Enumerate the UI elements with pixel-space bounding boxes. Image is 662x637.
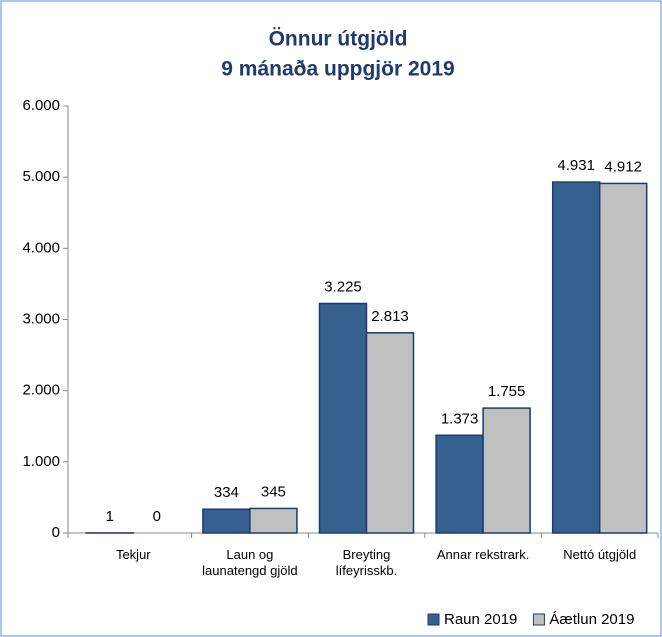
bar [249,507,298,534]
value-label: 345 [261,483,286,500]
value-label: 0 [153,508,161,525]
x-tick-label: Tekjur [115,547,151,562]
y-tick-label: 1.000 [22,453,60,470]
bar [318,302,368,534]
bar [365,332,415,534]
y-tick-label: 0 [52,524,60,541]
y-tick-label: 5.000 [22,168,60,185]
legend-swatch [427,613,440,626]
value-label: 2.813 [371,308,409,325]
chart-title: Önnur útgjöld [269,28,408,51]
bar [202,508,251,534]
x-tick-label: Nettó útgjöld [563,547,637,562]
legend-label: Áætlun 2019 [549,611,634,628]
y-tick-label: 2.000 [22,382,60,399]
x-tick-label: Breyting lífeyrisskb. [335,547,398,578]
value-label: 334 [214,484,239,501]
value-label: 1.373 [441,410,479,427]
legend-swatch [532,613,545,626]
y-tick-label: 4.000 [22,239,60,256]
legend-label: Raun 2019 [444,611,517,628]
value-label: 4.912 [604,158,642,175]
bar [598,182,648,534]
value-label: 1 [106,508,114,525]
x-tick-label: Annar rekstrark. [436,547,530,562]
value-label: 4.931 [557,157,595,174]
bar [551,181,601,534]
bar [435,434,484,534]
bar [482,407,531,534]
value-label: 1.755 [488,383,526,400]
y-tick-label: 3.000 [22,310,60,327]
value-label: 3.225 [324,278,362,295]
x-tick-label: Laun og launatengd gjöld [202,547,298,578]
y-tick-label: 6.000 [22,97,60,114]
chart-subtitle: 9 mánaða uppgjör 2019 [221,58,454,81]
